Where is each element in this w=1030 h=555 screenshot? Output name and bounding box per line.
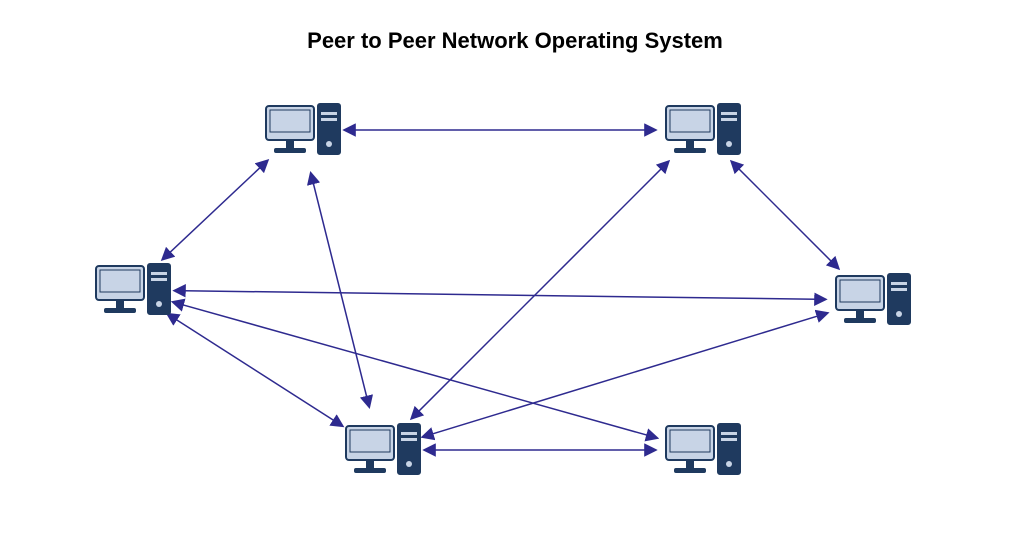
edges-group <box>163 130 838 450</box>
edge-n0-n4 <box>311 174 369 407</box>
edge-n2-n3 <box>175 291 825 300</box>
computer-node-n1 <box>666 104 740 154</box>
edge-n1-n3 <box>732 162 838 268</box>
edge-n2-n4 <box>168 314 342 425</box>
edge-n2-n5 <box>173 302 656 438</box>
edge-n0-n2 <box>163 161 267 259</box>
network-diagram <box>0 0 1030 555</box>
computer-node-n5 <box>666 424 740 474</box>
computer-node-n2 <box>96 264 170 314</box>
computer-node-n4 <box>346 424 420 474</box>
edge-n3-n4 <box>423 313 827 437</box>
nodes-group <box>96 104 910 474</box>
computer-node-n0 <box>266 104 340 154</box>
computer-node-n3 <box>836 274 910 324</box>
